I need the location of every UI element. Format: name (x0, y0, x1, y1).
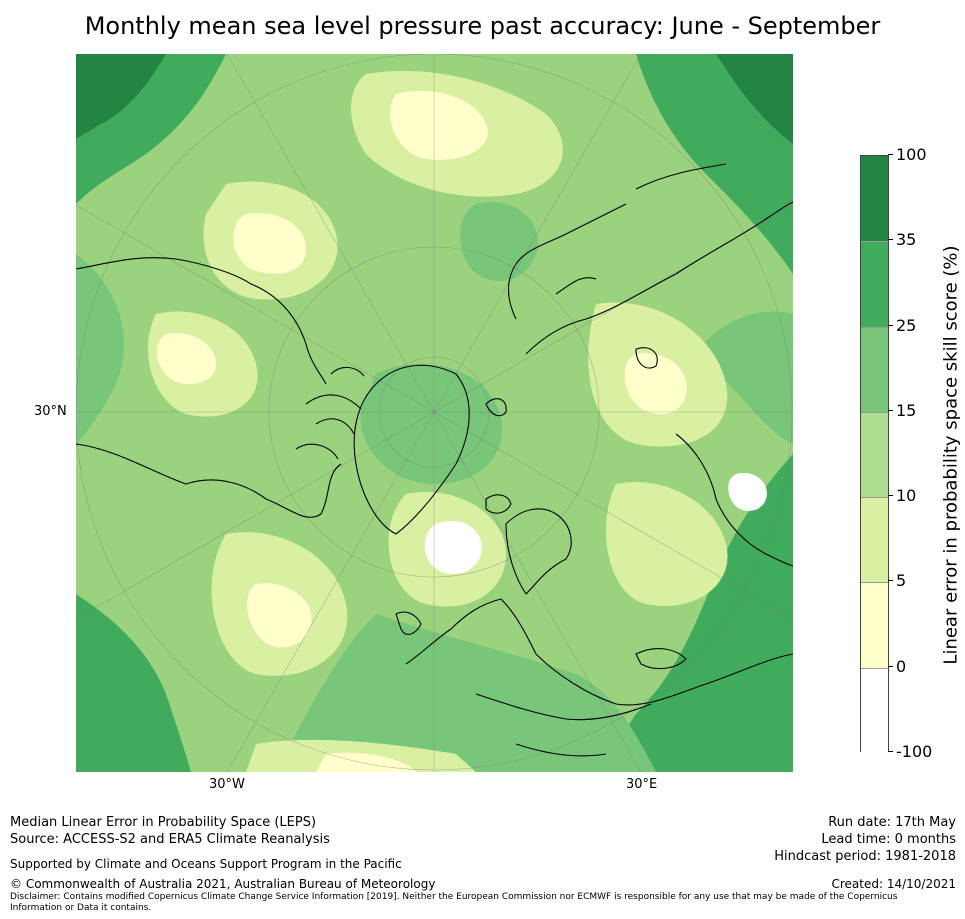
colorbar-tick-label: 25 (887, 317, 916, 334)
skill-zone-darkest (76, 54, 166, 139)
hindcast-period: Hindcast period: 1981-2018 (774, 849, 956, 864)
skill-zone-white (424, 520, 482, 574)
colorbar-label: Linear error in probability space skill … (940, 245, 962, 665)
colorbar-tick-label: 35 (887, 232, 916, 248)
coastline-greenland (353, 364, 470, 535)
skill-zone-dark (636, 54, 793, 274)
coastline-caspian (635, 347, 658, 369)
coastline-iceland (485, 494, 512, 514)
colorbar-tick-label: 10 (887, 488, 916, 504)
skill-zone-lightest (624, 353, 687, 415)
lon-label-30e: 30°E (626, 777, 658, 792)
skill-zone-mid (696, 311, 793, 444)
coastline-svalbard (485, 398, 507, 417)
colorbar-segment (861, 582, 888, 668)
coastline-black-sea (635, 648, 687, 670)
lat-label-30n: 30°N (34, 404, 67, 419)
coastline-north-america (76, 257, 342, 518)
colorbar-segment (861, 156, 888, 242)
colorbar-segment (861, 241, 888, 327)
skill-zone-white (728, 473, 767, 511)
coastlines (76, 163, 793, 757)
skill-zone-dark (596, 454, 793, 772)
coastline-siberia (507, 163, 793, 355)
footer-disclaimer: Disclaimer: Contains modified Copernicus… (10, 892, 898, 913)
colorbar (860, 155, 889, 753)
coastline-asia-east (675, 433, 793, 567)
colorbar-tick-label: 100 (888, 147, 927, 163)
polar-map (76, 54, 793, 772)
chart-title: Monthly mean sea level pressure past acc… (84, 12, 881, 40)
map-panel (76, 54, 793, 772)
skill-zone-light (606, 482, 728, 606)
colorbar-tick-label: 5 (887, 573, 906, 589)
footer-source: Source: ACCESS-S2 and ERA5 Climate Reana… (10, 832, 330, 847)
footer-copyright: © Commonwealth of Australia 2021, Austra… (10, 877, 436, 891)
skill-zone-dark (76, 594, 191, 772)
skill-zone-lightest (233, 213, 306, 274)
coastline-europe (395, 598, 793, 706)
footer-support: Supported by Climate and Oceans Support … (10, 857, 402, 871)
skill-zone-lightest (390, 90, 488, 160)
colorbar-segment (861, 411, 888, 498)
colorbar-tick-label: 0 (887, 658, 906, 675)
skill-zone-mid (276, 614, 656, 772)
colorbar-segment (861, 667, 888, 753)
lon-label-30w: 30°W (209, 777, 245, 792)
skill-zone-lightest (156, 333, 216, 384)
created-date: Created: 14/10/2021 (831, 877, 956, 891)
run-date: Run date: 17th May (828, 815, 956, 830)
lead-time: Lead time: 0 months (821, 832, 956, 847)
colorbar-segment (861, 326, 888, 412)
skill-zone-mid (76, 254, 124, 444)
skill-zone-lightest (246, 583, 312, 648)
colorbar-tick-label: 15 (887, 402, 916, 419)
skill-zone-darkest (716, 54, 793, 144)
coastline-mediterranean (475, 693, 652, 757)
colorbar-tick-label: -100 (887, 744, 932, 760)
coastline-canadian-archipelago (295, 366, 365, 460)
colorbar-segment (861, 497, 888, 583)
coastline-scandinavia (505, 508, 572, 595)
footer-leps: Median Linear Error in Probability Space… (10, 815, 317, 830)
graticule (76, 54, 793, 772)
